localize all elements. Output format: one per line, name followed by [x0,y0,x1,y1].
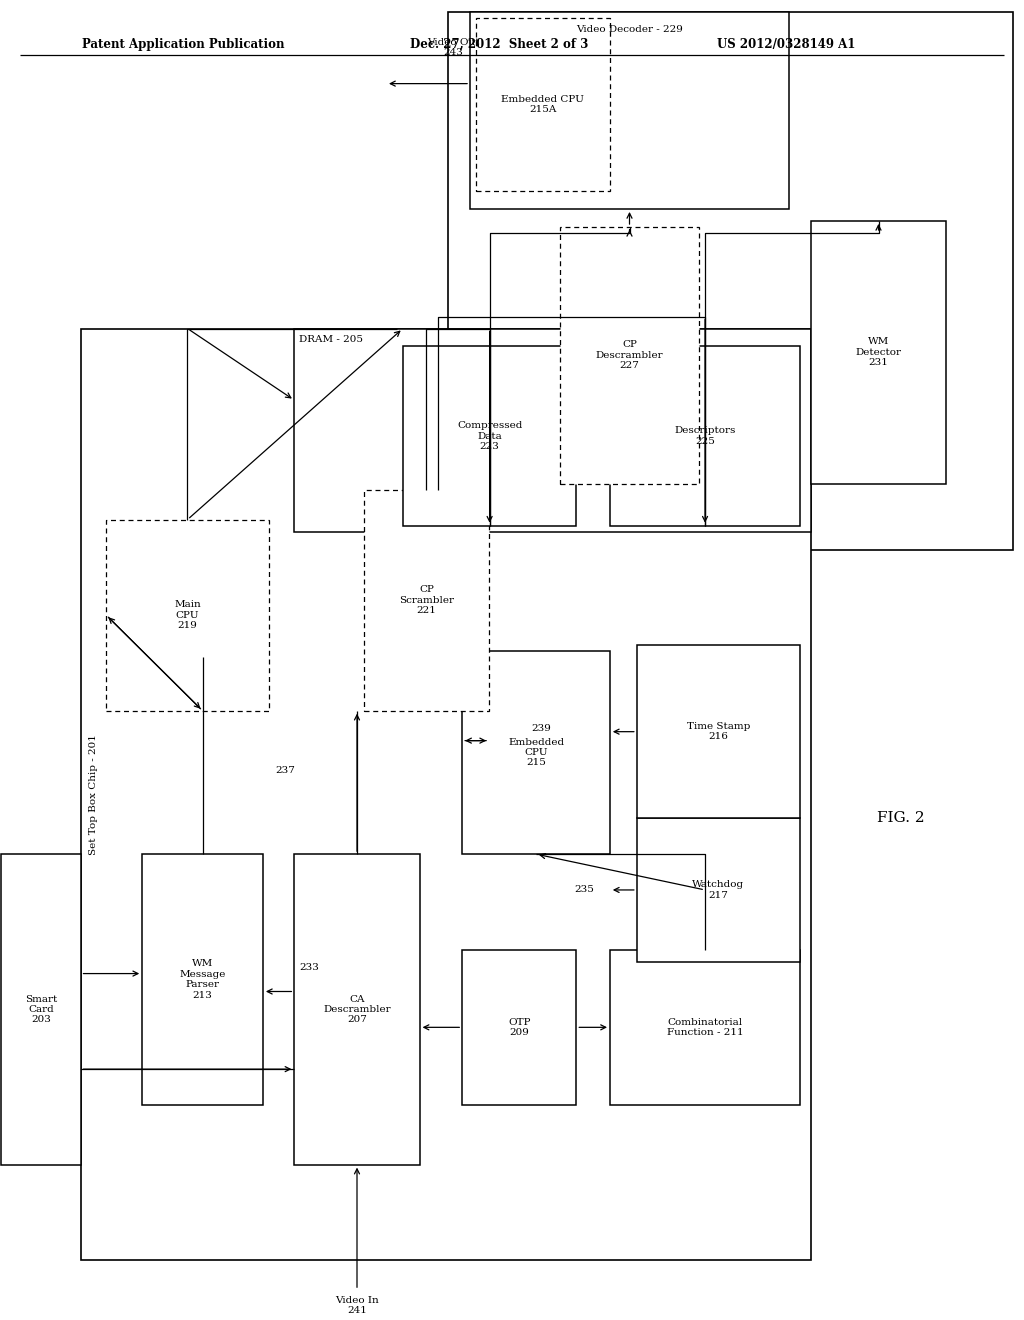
Text: Embedded CPU
215A: Embedded CPU 215A [502,95,585,115]
Bar [462,651,610,854]
Bar [106,520,268,710]
Text: DRAM - 205: DRAM - 205 [299,335,364,345]
Bar [811,220,945,484]
Text: 235: 235 [574,886,594,895]
Text: Dec. 27, 2012  Sheet 2 of 3: Dec. 27, 2012 Sheet 2 of 3 [410,38,588,50]
Text: US 2012/0328149 A1: US 2012/0328149 A1 [717,38,855,50]
Bar [637,645,800,818]
Text: Compressed
Data
223: Compressed Data 223 [457,421,522,451]
Text: FIG. 2: FIG. 2 [878,812,925,825]
Text: Embedded
CPU
215: Embedded CPU 215 [508,738,564,767]
Text: Descriptors
225: Descriptors 225 [675,426,735,446]
Text: Set Top Box Chip - 201: Set Top Box Chip - 201 [89,734,98,855]
Bar [462,949,577,1105]
Text: CA
Descrambler
207: CA Descrambler 207 [324,994,391,1024]
Text: Watchdog
217: Watchdog 217 [692,880,744,900]
Bar [402,346,577,525]
Text: 237: 237 [275,766,295,775]
Text: WM
Message
Parser
213: WM Message Parser 213 [179,960,225,999]
Bar [475,18,610,191]
Text: Smart
Card
203: Smart Card 203 [25,994,57,1024]
Bar [81,329,811,1261]
Bar [610,949,800,1105]
Text: Main
CPU
219: Main CPU 219 [174,601,201,630]
Bar [559,227,699,484]
Bar [364,490,489,710]
Bar [294,329,811,532]
Bar [447,12,1013,549]
Bar [142,854,263,1105]
Text: Patent Application Publication: Patent Application Publication [82,38,285,50]
Text: Video In
241: Video In 241 [335,1296,379,1315]
Text: Time Stamp
216: Time Stamp 216 [687,722,751,742]
Text: Combinatorial
Function - 211: Combinatorial Function - 211 [667,1018,743,1038]
Text: WM
Detector
231: WM Detector 231 [855,338,901,367]
Text: Video Decoder - 229: Video Decoder - 229 [577,25,683,34]
Bar [637,818,800,962]
Text: CP
Scrambler
221: CP Scrambler 221 [399,585,454,615]
Bar [294,854,420,1164]
Bar [1,854,81,1164]
Text: Video Out
243: Video Out 243 [427,38,479,58]
Text: OTP
209: OTP 209 [508,1018,530,1038]
Text: 233: 233 [299,964,319,973]
Text: 239: 239 [531,725,552,733]
Text: CP
Descrambler
227: CP Descrambler 227 [596,341,664,371]
Bar [610,346,800,525]
Bar [470,12,788,209]
